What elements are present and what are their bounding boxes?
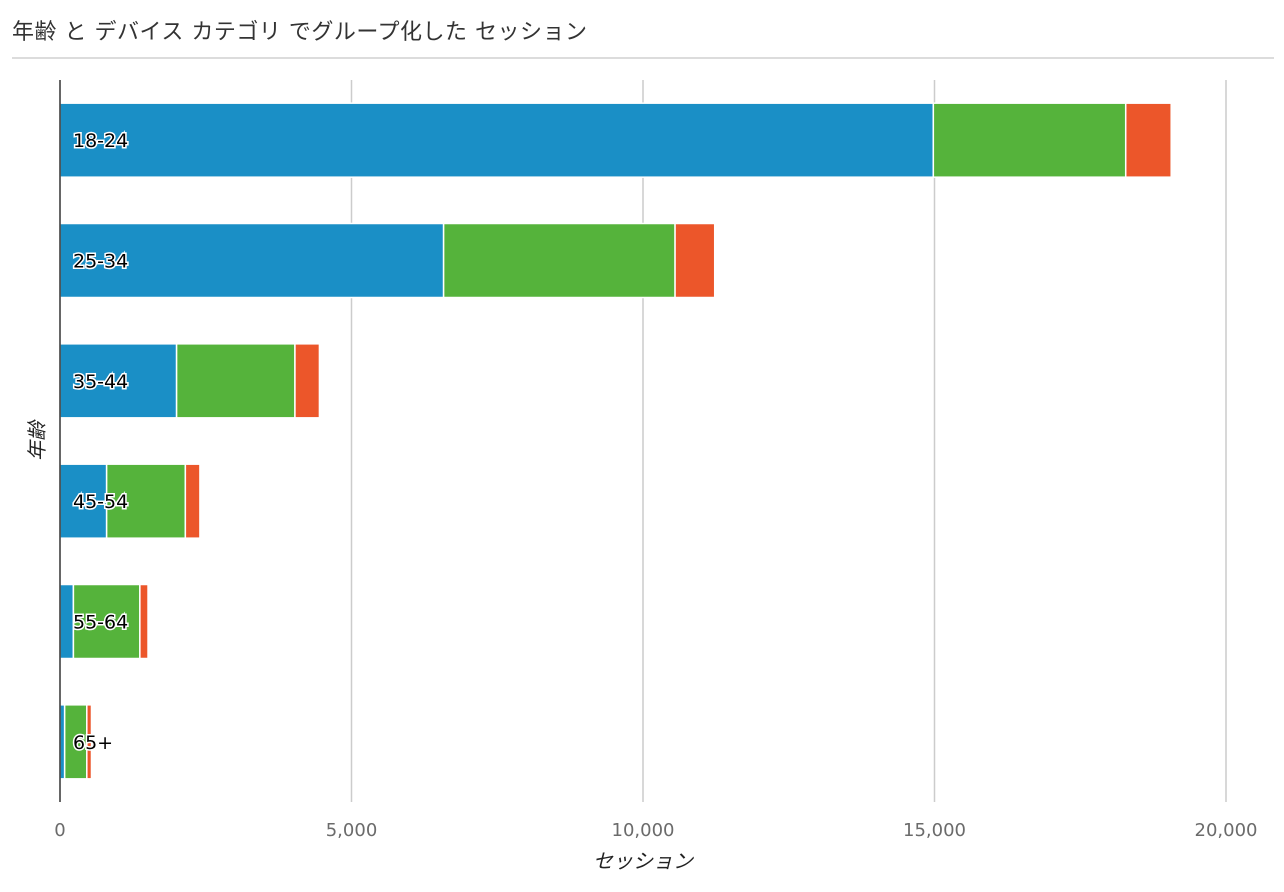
bar-tablet-25-34[interactable] [674,222,716,299]
bar-mobile-18-24[interactable] [932,102,1127,178]
bar-tablet-35-44[interactable] [294,343,321,419]
bar-mobile-35-44[interactable] [175,343,296,419]
bar-tablet-65+[interactable] [86,704,93,780]
bar-desktop-45-54[interactable] [59,463,108,539]
bar-mobile-25-34[interactable] [442,222,676,299]
category-label-25-34: 25-34 [73,251,128,273]
x-tick-label-1: 5,000 [326,820,378,841]
category-label-45-54: 45-54 [73,491,128,513]
x-tick-label-4: 20,000 [1195,820,1258,841]
x-tick-label-0: 0 [54,820,65,841]
bar-tablet-45-54[interactable] [184,463,201,539]
bar-desktop-55-64[interactable] [59,583,75,660]
title-divider [12,57,1274,59]
y-axis-title: 年齢 [25,419,49,461]
bar-tablet-18-24[interactable] [1124,102,1172,178]
chart-title: 年齢 と デバイス カテゴリ でグループ化した セッション [12,20,588,45]
x-axis-title: セッション [593,849,694,873]
category-labels: 18-24 25-34 35-44 45-54 55-64 65+ [72,129,130,756]
bar-mobile-55-64[interactable] [72,583,141,660]
bar-desktop-18-24[interactable] [59,102,935,178]
x-tick-label-2: 10,000 [612,820,675,841]
category-label-55-64: 55-64 [73,612,128,634]
bar-desktop-35-44[interactable] [59,343,178,419]
bar-desktop-25-34[interactable] [59,222,445,299]
category-label-18-24: 18-24 [73,130,128,152]
bar-mobile-45-54[interactable] [105,463,187,539]
x-tick-label-3: 15,000 [903,820,966,841]
x-tick-labels: 0 5,000 10,000 15,000 20,000 [54,820,1257,841]
bar-tablet-55-64[interactable] [139,583,149,660]
category-label-35-44: 35-44 [73,371,128,393]
gridlines [350,80,1227,802]
bars [59,102,1172,780]
category-label-65+: 65+ [73,732,113,754]
